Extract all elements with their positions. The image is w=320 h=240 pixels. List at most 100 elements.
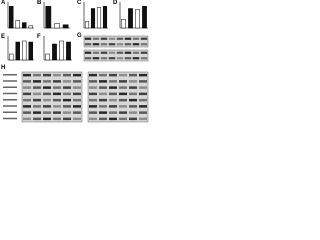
blot-band xyxy=(129,98,137,102)
panel-label: F xyxy=(37,34,41,40)
blot-band xyxy=(53,111,61,114)
blot-band xyxy=(129,111,137,114)
bar xyxy=(62,24,69,29)
row-label-mark xyxy=(3,111,17,113)
blot-band xyxy=(73,111,81,114)
bar xyxy=(22,40,27,61)
blot-band xyxy=(139,98,147,102)
blot-band xyxy=(99,86,107,89)
bar xyxy=(135,9,140,29)
blot-band xyxy=(139,105,147,108)
blot-band xyxy=(139,111,147,114)
blot-band xyxy=(33,92,41,96)
blot-band xyxy=(100,43,108,46)
bar xyxy=(66,41,71,61)
blot-band xyxy=(33,86,41,89)
panel-label: B xyxy=(37,0,42,6)
blot-band xyxy=(23,105,31,108)
blot-band xyxy=(84,37,92,40)
bar xyxy=(9,6,14,29)
blot-band xyxy=(84,43,92,46)
blot-band xyxy=(43,105,51,108)
blot-band xyxy=(129,117,137,121)
row-label-mark xyxy=(3,74,17,76)
blot-band xyxy=(89,98,97,102)
panel-label: E xyxy=(1,34,5,40)
blot-frame xyxy=(87,71,149,123)
blot-band xyxy=(99,111,107,114)
blot-band xyxy=(23,80,31,83)
bar xyxy=(54,23,60,29)
blot-band xyxy=(100,51,108,54)
blot-band xyxy=(129,73,137,77)
blot-band xyxy=(23,73,31,77)
bar xyxy=(96,7,102,29)
bar xyxy=(45,53,50,61)
blot-band xyxy=(43,117,51,121)
blot-band xyxy=(109,105,117,108)
blot-band xyxy=(63,80,71,83)
blot-band xyxy=(100,37,108,40)
blot-band xyxy=(119,105,127,108)
blot-frame xyxy=(83,49,149,62)
bar xyxy=(84,21,90,29)
blot-band xyxy=(139,92,147,96)
panel-label: C xyxy=(77,0,82,6)
blot-band xyxy=(23,117,31,121)
blot-band xyxy=(33,73,41,77)
blot-band xyxy=(33,80,41,83)
blot-band xyxy=(53,117,61,121)
blot-band xyxy=(116,57,124,60)
blot-band xyxy=(33,111,41,114)
blot-band xyxy=(129,105,137,108)
blot-band xyxy=(33,117,41,121)
blot-band xyxy=(139,80,147,83)
bar xyxy=(90,8,96,29)
bar xyxy=(52,43,57,61)
blot-band xyxy=(63,105,71,108)
blot-band xyxy=(89,117,97,121)
blot-band xyxy=(84,57,92,60)
blot-band xyxy=(119,86,127,89)
blot-band xyxy=(63,117,71,121)
blot-band xyxy=(89,80,97,83)
blot-band xyxy=(119,73,127,77)
blot-band xyxy=(43,73,51,77)
blot-band xyxy=(108,37,116,40)
row-label-mark xyxy=(3,105,17,107)
panel-label: G xyxy=(77,33,82,39)
blot-band xyxy=(119,92,127,96)
blot-band xyxy=(132,37,140,40)
blot-band xyxy=(73,92,81,96)
blot-band xyxy=(116,37,124,40)
blot-band xyxy=(53,80,61,83)
bar xyxy=(121,19,126,29)
blot-band xyxy=(108,43,116,46)
blot-band xyxy=(23,98,31,102)
blot-band xyxy=(23,111,31,114)
bar xyxy=(9,53,14,61)
bar xyxy=(59,40,64,61)
blot-band xyxy=(124,37,132,40)
blot-band xyxy=(43,111,51,114)
blot-band xyxy=(132,43,140,46)
blot-band xyxy=(43,92,51,96)
blot-band xyxy=(73,117,81,121)
blot-band xyxy=(89,86,97,89)
blot-band xyxy=(108,51,116,54)
bar xyxy=(15,41,20,61)
blot-band xyxy=(124,43,132,46)
blot-band xyxy=(53,105,61,108)
blot-band xyxy=(119,117,127,121)
blot-band xyxy=(99,92,107,96)
blot-frame xyxy=(83,35,149,48)
blot-band xyxy=(33,105,41,108)
panel-label: A xyxy=(1,0,6,6)
blot-band xyxy=(63,86,71,89)
blot-band xyxy=(139,86,147,89)
blot-band xyxy=(124,51,132,54)
row-label-mark xyxy=(3,117,17,120)
blot-band xyxy=(108,57,116,60)
blot-band xyxy=(23,92,31,96)
bar xyxy=(142,6,147,29)
